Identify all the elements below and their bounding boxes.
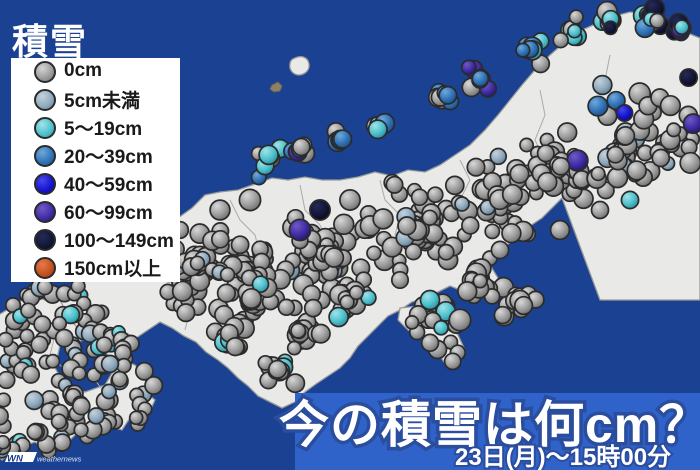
svg-text:weathernews: weathernews	[37, 455, 81, 464]
svg-text:WN: WN	[7, 454, 24, 465]
